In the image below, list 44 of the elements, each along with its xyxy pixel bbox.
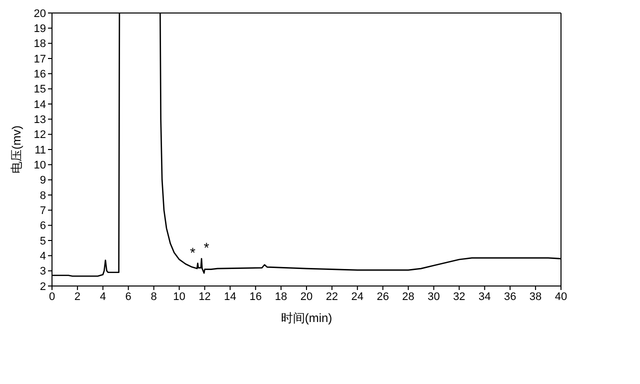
annotation: *	[190, 244, 196, 260]
x-tick-label: 8	[150, 290, 157, 303]
y-tick-label: 4	[40, 250, 46, 263]
y-tick-label: 13	[34, 114, 46, 126]
y-tick-label: 19	[34, 23, 46, 36]
x-tick-label: 4	[100, 290, 106, 303]
y-tick-label: 9	[40, 174, 46, 187]
y-axis-title: 电压(mv)	[9, 126, 24, 174]
x-tick-label: 12	[198, 290, 211, 303]
y-tick-label: 8	[40, 190, 46, 202]
y-tick-label: 16	[34, 68, 46, 81]
x-tick-label: 18	[274, 290, 288, 303]
x-tick-label: 26	[376, 290, 389, 303]
y-tick-label: 3	[40, 266, 46, 278]
y-tick-label: 6	[40, 220, 46, 232]
x-tick-label: 10	[173, 290, 186, 303]
x-tick-label: 38	[529, 290, 542, 303]
x-axis-title: 时间(min)	[280, 311, 332, 325]
y-tick-label: 12	[34, 129, 46, 142]
x-tick-label: 0	[48, 290, 56, 303]
y-tick-label: 11	[34, 144, 46, 156]
x-tick-label: 2	[74, 290, 81, 303]
y-tick-label: 20	[34, 8, 46, 20]
y-tick-label: 14	[34, 98, 46, 111]
x-tick-label: 6	[125, 290, 132, 303]
x-tick-label: 36	[504, 290, 516, 303]
x-tick-label: 14	[224, 290, 236, 303]
y-tick-label: 5	[40, 235, 46, 248]
annotation: *	[204, 240, 210, 256]
y-tick-label: 18	[34, 38, 46, 50]
y-tick-label: 17	[34, 53, 46, 66]
x-tick-label: 20	[300, 290, 313, 303]
y-tick-label: 2	[40, 280, 46, 293]
x-tick-label: 28	[402, 290, 414, 303]
y-tick-label: 10	[34, 160, 46, 172]
x-tick-label: 34	[478, 290, 491, 303]
y-tick-label: 7	[40, 205, 46, 218]
y-tick-label: 15	[34, 84, 46, 96]
x-tick-label: 30	[428, 290, 440, 303]
x-tick-label: 22	[326, 290, 338, 303]
x-tick-label: 24	[351, 290, 364, 303]
x-tick-label: 40	[554, 290, 568, 303]
x-tick-label: 32	[453, 290, 466, 303]
x-tick-label: 16	[249, 290, 262, 303]
